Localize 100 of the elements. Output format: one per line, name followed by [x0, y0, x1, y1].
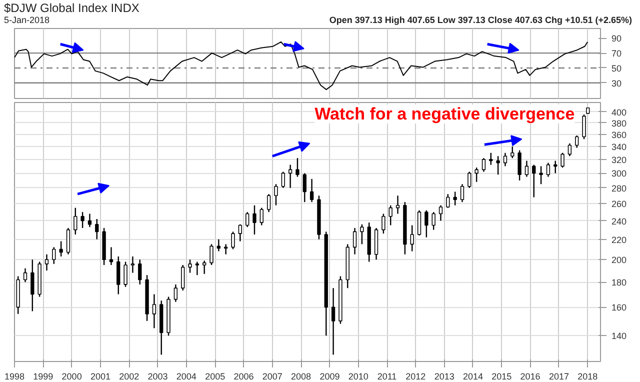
candlestick: [410, 224, 414, 252]
candlestick: [202, 260, 206, 275]
y-tick-label: 340: [612, 142, 627, 152]
y-tick-label: 30: [612, 78, 622, 88]
x-tick-label: 1998: [4, 372, 25, 382]
candlestick: [524, 160, 529, 178]
candlestick: [575, 134, 579, 148]
candlestick: [302, 172, 306, 203]
candlestick: [210, 244, 214, 266]
x-tick-label: 2015: [492, 372, 512, 382]
candlestick: [260, 207, 264, 226]
x-tick-label: 1999: [33, 372, 54, 382]
candlestick: [181, 264, 185, 292]
y-tick-label: 180: [612, 278, 627, 288]
candlestick: [80, 211, 84, 229]
candlestick: [568, 142, 572, 157]
x-tick-label: 2005: [205, 372, 226, 382]
x-tick-label: 2016: [520, 372, 540, 382]
x-tick-label: 2003: [148, 372, 168, 382]
y-tick-label: 160: [612, 302, 627, 313]
x-tick-label: 2001: [90, 372, 110, 382]
candlestick: [388, 204, 392, 226]
annotation: Watch for a negative divergence: [314, 104, 575, 124]
candlestick: [417, 210, 422, 236]
candlestick: [539, 166, 543, 185]
candlestick: [216, 238, 220, 252]
candlestick: [352, 227, 357, 255]
x-tick-label: 2013: [434, 372, 454, 382]
candlestick: [88, 213, 92, 228]
candlestick: [231, 231, 235, 250]
x-tick-label: 2007: [262, 372, 282, 382]
candlestick: [331, 287, 336, 356]
candlestick: [44, 254, 49, 272]
candlestick: [130, 256, 135, 274]
candlestick: [274, 184, 278, 206]
candlestick: [432, 211, 436, 230]
candlestick: [59, 240, 63, 258]
candlestick: [382, 213, 386, 234]
x-tick-label: 2011: [377, 372, 397, 382]
candlestick: [95, 218, 99, 240]
candlestick: [174, 284, 178, 303]
line-series: [14, 41, 588, 90]
y-tick-label: 280: [612, 183, 627, 194]
x-tick-label: 2017: [548, 372, 569, 382]
candlestick: [252, 204, 256, 236]
x-tick-label: 2009: [320, 372, 340, 382]
candlestick: [52, 246, 56, 265]
candlestick: [310, 178, 314, 203]
chart-title: $DJW Global Index INDX: [4, 0, 140, 16]
candlestick: [489, 152, 493, 166]
text: Open 397.13 High 407.65 Low 397.13 Close 407.63 Chg +10.51 (+2.65%): [329, 14, 632, 27]
candlestick: [546, 162, 550, 178]
x-tick-label: 2018: [578, 372, 598, 382]
candlestick: [188, 259, 192, 274]
x-tick-label: 2012: [406, 372, 426, 382]
y-tick-label: 380: [612, 118, 627, 128]
y-tick-label: 240: [612, 216, 627, 226]
candlestick: [510, 146, 514, 159]
x-tick-label: 2014: [462, 372, 484, 382]
y-tick-label: 220: [612, 234, 627, 245]
x-tick-label: 2000: [62, 372, 82, 382]
candlestick: [468, 171, 472, 188]
x-tick-label: 2004: [176, 372, 196, 382]
candlestick: [281, 171, 285, 188]
candlestick: [74, 207, 78, 236]
candlestick: [238, 224, 242, 242]
candlestick: [503, 152, 508, 167]
candlestick: [30, 259, 34, 312]
candlestick: [245, 211, 250, 228]
y-tick-label: 360: [612, 130, 627, 140]
candlestick: [453, 191, 457, 206]
candlestick: [195, 261, 200, 276]
candlestick: [532, 164, 536, 198]
y-tick-label: 50: [612, 63, 622, 74]
candlestick: [474, 166, 478, 182]
candlestick: [560, 152, 564, 168]
candlestick: [288, 164, 292, 188]
candlestick: [554, 160, 558, 174]
candlestick: [266, 193, 271, 213]
y-tick-label: 200: [612, 255, 627, 266]
candlestick: [482, 158, 486, 172]
candlestick: [124, 261, 128, 288]
candlestick: [518, 150, 522, 182]
x-tick-label: 2006: [234, 372, 254, 382]
y-tick-label: 90: [612, 34, 622, 44]
candlestick: [360, 224, 364, 245]
text: 5-Jan-2018: [4, 14, 50, 27]
candlestick: [496, 156, 500, 176]
candlestick: [424, 210, 428, 238]
candlestick: [446, 193, 450, 208]
candlestick: [152, 294, 156, 329]
candlestick: [66, 227, 70, 255]
candlestick: [109, 246, 114, 266]
y-tick-label: 70: [612, 48, 622, 59]
candlestick: [296, 158, 300, 178]
candlestick: [138, 259, 142, 286]
x-tick-label: 2002: [119, 372, 140, 382]
y-tick-label: 320: [612, 154, 627, 165]
y-tick-label: 140: [612, 331, 627, 342]
candlestick: [582, 114, 586, 140]
